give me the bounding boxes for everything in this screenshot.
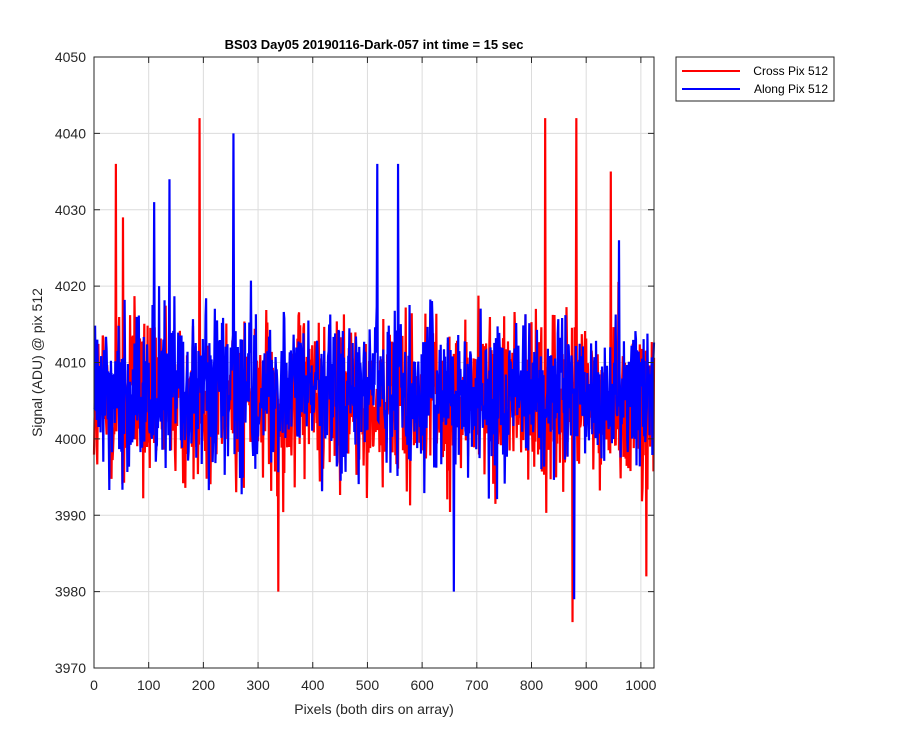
- x-tick-label: 500: [356, 677, 380, 693]
- x-tick-label: 300: [246, 677, 270, 693]
- x-tick-label: 600: [410, 677, 434, 693]
- y-tick-label: 4010: [55, 355, 86, 371]
- x-tick-label: 800: [520, 677, 544, 693]
- y-tick-label: 4030: [55, 202, 86, 218]
- y-tick-label: 4020: [55, 278, 86, 294]
- x-tick-label: 700: [465, 677, 489, 693]
- y-axis-label: Signal (ADU) @ pix 512: [29, 288, 45, 437]
- x-tick-label: 0: [90, 677, 98, 693]
- x-tick-label: 1000: [625, 677, 656, 693]
- x-tick-label: 400: [301, 677, 325, 693]
- x-tick-label: 200: [192, 677, 216, 693]
- legend: Cross Pix 512 Along Pix 512: [675, 56, 835, 102]
- legend-entry-label: Along Pix 512: [754, 82, 828, 96]
- chart-title: BS03 Day05 20190116-Dark-057 int time = …: [225, 37, 524, 52]
- series-layer: [92, 118, 656, 623]
- y-tick-label: 4050: [55, 49, 86, 65]
- y-tick-label: 4000: [55, 431, 86, 447]
- x-tick-label: 900: [575, 677, 599, 693]
- y-tick-label: 3970: [55, 660, 86, 676]
- y-tick-label: 4040: [55, 125, 86, 141]
- x-tick-label: 100: [137, 677, 161, 693]
- series-line-2: [93, 133, 656, 600]
- y-tick-label: 3990: [55, 507, 86, 523]
- x-axis-label: Pixels (both dirs on array): [294, 701, 454, 717]
- ticks: 0 100 200 300 400 500 600 700 800 900 1000 3970 3980…: [55, 49, 657, 693]
- legend-box: [675, 56, 835, 102]
- y-tick-label: 3980: [55, 584, 86, 600]
- legend-entry-label: Cross Pix 512: [753, 64, 828, 78]
